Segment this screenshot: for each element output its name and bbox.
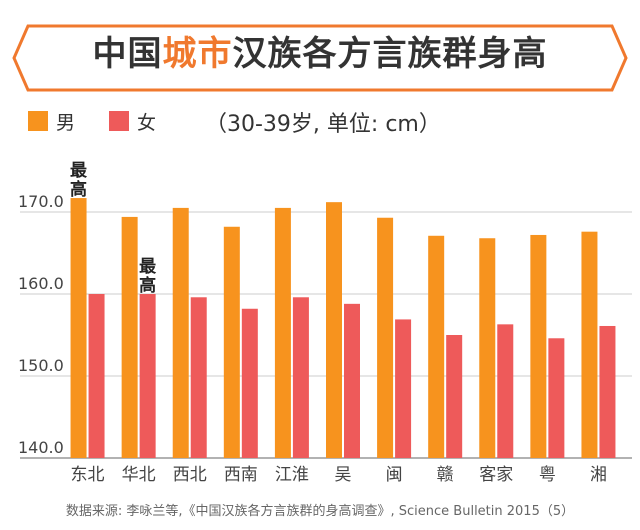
y-tick-label-160: 160.0 — [18, 274, 64, 293]
page-title: 中国城市汉族各方言族群身高 — [0, 26, 640, 75]
bar-male-2 — [172, 207, 189, 458]
x-tick-label-3: 西南 — [224, 465, 258, 485]
bar-male-0 — [70, 198, 87, 458]
bar-female-0 — [88, 294, 105, 458]
source-note: 数据来源: 李咏兰等,《中国汉族各方言族群的身高调查》, Science Bul… — [65, 504, 575, 519]
bar-male-10 — [581, 231, 598, 458]
bar-male-4 — [274, 207, 291, 458]
bar-female-10 — [599, 325, 616, 458]
bar-female-1 — [139, 294, 156, 458]
legend-label-female: 女 — [137, 111, 157, 134]
x-tick-label-8: 客家 — [479, 465, 513, 485]
x-tick-label-2: 西北 — [173, 465, 207, 485]
legend-item-male: 男 — [28, 108, 75, 135]
y-tick-label-140: 140.0 — [18, 438, 64, 457]
annotation-highest-1: 最高 — [139, 257, 157, 296]
bar-male-6 — [377, 217, 394, 458]
bar-male-1 — [121, 216, 138, 458]
bar-male-8 — [479, 238, 496, 458]
legend-swatch-female — [109, 111, 130, 131]
unit-note: （30-39岁, 单位: cm） — [205, 112, 441, 137]
x-tick-label-0: 东北 — [71, 465, 105, 485]
y-tick-label-170: 170.0 — [18, 192, 64, 211]
bar-female-6 — [395, 319, 412, 458]
bar-female-7 — [446, 335, 463, 458]
x-tick-label-9: 粤 — [539, 465, 556, 485]
x-tick-label-10: 湘 — [590, 465, 607, 485]
x-tick-label-6: 闽 — [386, 465, 403, 485]
title-prefix: 中国 — [92, 34, 163, 74]
bar-female-2 — [190, 297, 207, 458]
bar-female-5 — [344, 303, 360, 458]
bar-male-3 — [223, 226, 240, 458]
chart-legend: 男 女 — [28, 108, 190, 135]
x-tick-label-7: 赣 — [437, 465, 454, 485]
bar-male-5 — [326, 202, 342, 458]
x-tick-label-1: 华北 — [122, 465, 156, 485]
title-banner — [12, 24, 628, 92]
legend-label-male: 男 — [56, 111, 76, 134]
x-tick-label-4: 江淮 — [275, 465, 309, 485]
title-highlight: 城市 — [162, 34, 233, 74]
bar-male-9 — [530, 234, 547, 458]
y-tick-label-150: 150.0 — [18, 356, 64, 375]
bar-female-8 — [497, 324, 514, 458]
banner-background — [12, 24, 628, 92]
bar-female-9 — [548, 338, 565, 458]
legend-item-female: 女 — [109, 108, 156, 135]
bar-male-7 — [428, 235, 445, 458]
x-tick-label-5: 吴 — [335, 465, 352, 485]
annotation-highest-0: 最高 — [70, 161, 88, 200]
title-suffix: 汉族各方言族群身高 — [232, 34, 548, 74]
bar-female-3 — [241, 308, 258, 458]
legend-swatch-male — [28, 111, 48, 131]
bar-female-4 — [292, 297, 309, 458]
